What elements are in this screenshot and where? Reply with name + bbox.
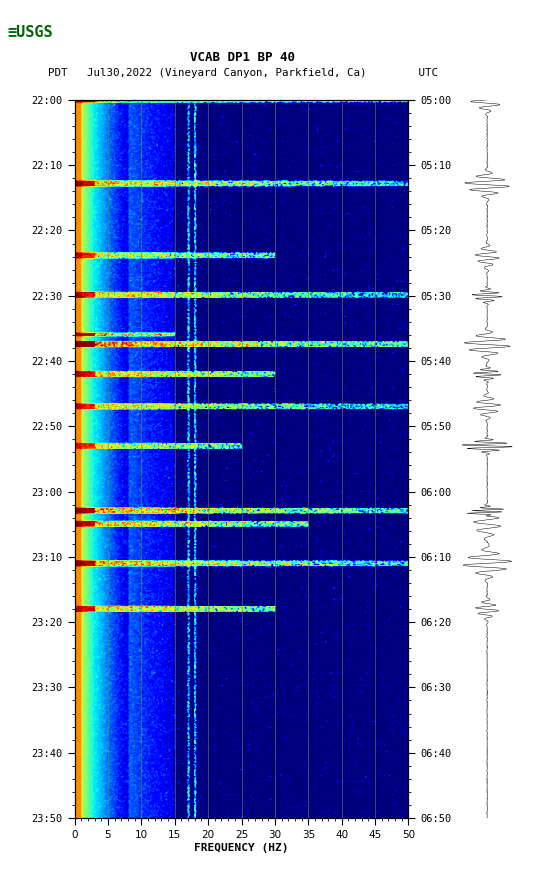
X-axis label: FREQUENCY (HZ): FREQUENCY (HZ)	[194, 843, 289, 853]
Text: ≡USGS: ≡USGS	[7, 25, 53, 40]
Text: VCAB DP1 BP 40: VCAB DP1 BP 40	[190, 51, 295, 63]
Text: PDT   Jul30,2022 (Vineyard Canyon, Parkfield, Ca)        UTC: PDT Jul30,2022 (Vineyard Canyon, Parkfie…	[48, 68, 438, 78]
